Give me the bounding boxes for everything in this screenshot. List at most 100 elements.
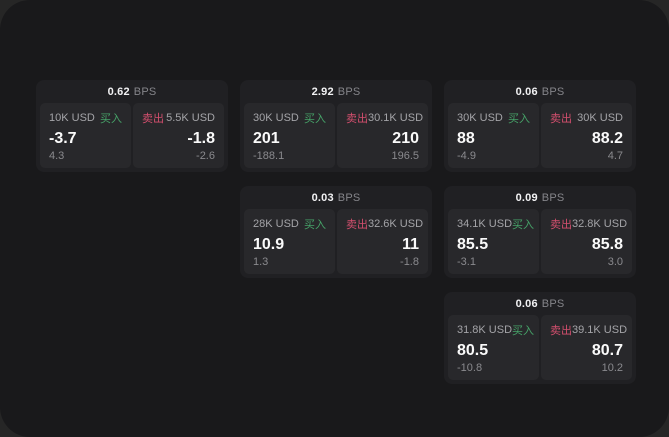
sell-notional: 30K USD: [577, 112, 623, 124]
sell-price: 80.7: [591, 341, 623, 359]
sell-panel-top: 卖出 30K USD: [550, 110, 623, 126]
sell-notional: 30.1K USD: [368, 112, 424, 124]
buy-panel[interactable]: 30K USD 买入 88 -4.9: [448, 103, 539, 168]
buy-panel-top: 30K USD 买入: [457, 110, 530, 126]
bps-value: 0.62: [107, 85, 130, 98]
buy-delta: -4.9: [457, 150, 476, 162]
buy-price: -3.7: [49, 129, 77, 147]
sell-panel-top: 卖出 30.1K USD: [346, 110, 423, 126]
buy-label: 买入: [304, 219, 326, 231]
sell-label: 卖出: [550, 325, 572, 337]
buy-delta: 1.3: [253, 256, 269, 268]
quote-card: 2.92 BPS 30K USD 买入 201 -188.1 卖出 30.1K …: [240, 80, 432, 172]
sell-price: -1.8: [187, 129, 215, 147]
buy-notional: 30K USD: [253, 112, 299, 124]
sell-price: 85.8: [591, 235, 623, 253]
sell-panel-top: 卖出 32.6K USD: [346, 216, 423, 232]
bps-unit-label: BPS: [541, 85, 565, 98]
buy-price: 201: [253, 129, 280, 147]
card-header: 0.03 BPS: [244, 186, 428, 209]
buy-panel[interactable]: 34.1K USD 买入 85.5 -3.1: [448, 209, 539, 274]
quote-card: 0.06 BPS 31.8K USD 买入 80.5 -10.8 卖出 39.1…: [444, 292, 636, 384]
buy-panel[interactable]: 28K USD 买入 10.9 1.3: [244, 209, 335, 274]
card-header: 0.62 BPS: [40, 80, 224, 103]
buy-label: 买入: [304, 113, 326, 125]
bps-unit-label: BPS: [133, 85, 157, 98]
sell-label: 卖出: [346, 113, 368, 125]
bps-value: 0.06: [515, 85, 538, 98]
quote-card: 0.03 BPS 28K USD 买入 10.9 1.3 卖出 32.6K US…: [240, 186, 432, 278]
sell-panel[interactable]: 卖出 39.1K USD 80.7 10.2: [541, 315, 632, 380]
card-header: 2.92 BPS: [244, 80, 428, 103]
buy-panel-top: 10K USD 买入: [49, 110, 122, 126]
bps-value: 2.92: [311, 85, 334, 98]
sell-panel-top: 卖出 39.1K USD: [550, 322, 627, 338]
quote-panels: 28K USD 买入 10.9 1.3 卖出 32.6K USD 11 -1.8: [244, 209, 428, 274]
bps-unit-label: BPS: [541, 297, 565, 310]
bps-unit-label: BPS: [337, 85, 361, 98]
quote-card: 0.62 BPS 10K USD 买入 -3.7 4.3 卖出 5.5K USD…: [36, 80, 228, 172]
sell-delta: 10.2: [601, 362, 623, 374]
bps-unit-label: BPS: [337, 191, 361, 204]
sell-delta: 3.0: [607, 256, 623, 268]
sell-panel-top: 卖出 5.5K USD: [142, 110, 215, 126]
sell-delta: 4.7: [607, 150, 623, 162]
buy-price: 88: [457, 129, 475, 147]
quote-panels: 10K USD 买入 -3.7 4.3 卖出 5.5K USD -1.8 -2.…: [40, 103, 224, 168]
sell-panel[interactable]: 卖出 32.8K USD 85.8 3.0: [541, 209, 632, 274]
bps-value: 0.06: [515, 297, 538, 310]
buy-notional: 34.1K USD: [457, 218, 513, 230]
buy-panel-top: 30K USD 买入: [253, 110, 326, 126]
sell-price: 88.2: [591, 129, 623, 147]
sell-label: 卖出: [142, 113, 164, 125]
sell-delta: 196.5: [391, 150, 419, 162]
buy-notional: 31.8K USD: [457, 324, 513, 336]
buy-panel-top: 34.1K USD 买入: [457, 216, 534, 232]
sell-label: 卖出: [346, 219, 368, 231]
quote-card: 0.06 BPS 30K USD 买入 88 -4.9 卖出 30K USD 8…: [444, 80, 636, 172]
quote-card: 0.09 BPS 34.1K USD 买入 85.5 -3.1 卖出 32.8K…: [444, 186, 636, 278]
quote-panels: 31.8K USD 买入 80.5 -10.8 卖出 39.1K USD 80.…: [448, 315, 632, 380]
sell-panel-top: 卖出 32.8K USD: [550, 216, 627, 232]
card-header: 0.06 BPS: [448, 80, 632, 103]
buy-label: 买入: [100, 113, 122, 125]
sell-delta: -2.6: [196, 150, 215, 162]
sell-price: 210: [392, 129, 419, 147]
sell-notional: 39.1K USD: [572, 324, 628, 336]
bps-unit-label: BPS: [541, 191, 565, 204]
sell-label: 卖出: [550, 219, 572, 231]
buy-delta: -3.1: [457, 256, 476, 268]
buy-delta: -188.1: [253, 150, 285, 162]
sell-panel[interactable]: 卖出 30K USD 88.2 4.7: [541, 103, 632, 168]
sell-notional: 32.8K USD: [572, 218, 628, 230]
quote-panels: 30K USD 买入 88 -4.9 卖出 30K USD 88.2 4.7: [448, 103, 632, 168]
sell-panel[interactable]: 卖出 32.6K USD 11 -1.8: [337, 209, 428, 274]
buy-label: 买入: [512, 219, 535, 231]
sell-notional: 5.5K USD: [166, 112, 215, 124]
buy-notional: 30K USD: [457, 112, 503, 124]
quote-panels: 30K USD 买入 201 -188.1 卖出 30.1K USD 210 1…: [244, 103, 428, 168]
sell-price: 11: [402, 235, 419, 253]
buy-panel[interactable]: 10K USD 买入 -3.7 4.3: [40, 103, 131, 168]
card-header: 0.09 BPS: [448, 186, 632, 209]
sell-panel[interactable]: 卖出 5.5K USD -1.8 -2.6: [133, 103, 224, 168]
buy-panel[interactable]: 31.8K USD 买入 80.5 -10.8: [448, 315, 539, 380]
buy-delta: -10.8: [457, 362, 483, 374]
sell-notional: 32.6K USD: [368, 218, 424, 230]
buy-label: 买入: [512, 325, 535, 337]
sell-panel[interactable]: 卖出 30.1K USD 210 196.5: [337, 103, 428, 168]
sell-delta: -1.8: [400, 256, 419, 268]
bps-value: 0.09: [515, 191, 538, 204]
card-header: 0.06 BPS: [448, 292, 632, 315]
buy-panel-top: 31.8K USD 买入: [457, 322, 534, 338]
buy-delta: 4.3: [49, 150, 65, 162]
buy-notional: 28K USD: [253, 218, 299, 230]
buy-panel-top: 28K USD 买入: [253, 216, 326, 232]
bps-value: 0.03: [311, 191, 334, 204]
buy-label: 买入: [508, 113, 530, 125]
buy-panel[interactable]: 30K USD 买入 201 -188.1: [244, 103, 335, 168]
buy-price: 80.5: [457, 341, 489, 359]
buy-notional: 10K USD: [49, 112, 95, 124]
